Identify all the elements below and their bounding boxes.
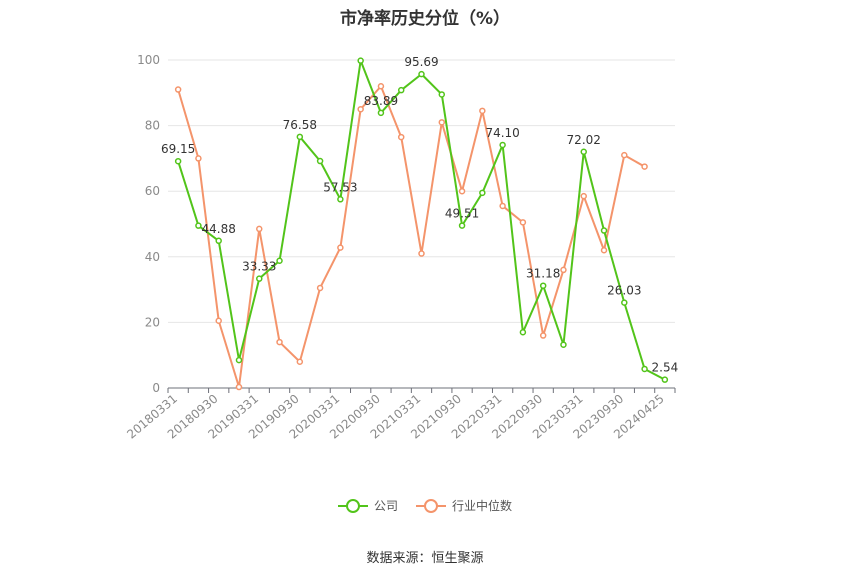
data-point-company xyxy=(276,257,283,264)
data-point-industry-median xyxy=(256,225,263,233)
data-point-company xyxy=(621,299,628,306)
data-label: 31.18 xyxy=(526,267,560,281)
data-point-industry-median xyxy=(458,187,466,195)
data-point-company xyxy=(397,86,405,94)
data-point-industry-median xyxy=(276,338,283,346)
data-label: 83.89 xyxy=(364,94,398,108)
data-point-company xyxy=(499,141,506,149)
data-point-industry-median xyxy=(580,192,587,200)
data-label: 69.15 xyxy=(161,142,195,156)
legend-swatch-industry-median xyxy=(416,498,446,513)
data-label: 76.58 xyxy=(283,118,317,132)
y-tick-label: 60 xyxy=(145,184,160,198)
data-point-company xyxy=(235,356,243,364)
data-point-industry-median xyxy=(174,86,182,93)
y-tick-label: 0 xyxy=(152,381,160,395)
data-source-note: 数据来源：恒生聚源 xyxy=(366,551,484,566)
data-point-industry-median xyxy=(357,105,364,113)
data-point-industry-median xyxy=(600,246,608,254)
data-label: 49.51 xyxy=(445,207,479,221)
data-point-industry-median xyxy=(560,266,567,274)
data-point-company xyxy=(458,222,466,229)
data-label: 95.69 xyxy=(404,55,438,69)
data-label: 74.10 xyxy=(485,126,519,140)
data-label: 44.88 xyxy=(202,222,236,236)
data-point-industry-median xyxy=(337,244,344,251)
data-point-company xyxy=(256,275,263,282)
data-point-company xyxy=(438,91,446,98)
data-point-industry-median xyxy=(621,151,628,159)
data-point-industry-median xyxy=(519,219,527,226)
data-point-company xyxy=(357,57,364,64)
y-tick-label: 100 xyxy=(137,53,160,67)
data-point-industry-median xyxy=(499,202,506,210)
data-point-company xyxy=(600,227,608,234)
legend-label-industry-median: 行业中位数 xyxy=(452,499,513,513)
data-point-industry-median xyxy=(397,133,405,141)
data-point-industry-median xyxy=(377,82,385,90)
data-label: 33.33 xyxy=(242,260,276,274)
data-point-company xyxy=(195,222,202,229)
data-point-industry-median xyxy=(296,358,304,366)
y-tick-label: 40 xyxy=(145,250,160,264)
chart-legend: 公司 行业中位数 xyxy=(0,497,850,514)
legend-swatch-company xyxy=(337,498,368,513)
legend-label-company: 公司 xyxy=(373,499,398,513)
data-point-industry-median xyxy=(438,119,446,126)
data-point-company xyxy=(560,341,567,348)
data-point-industry-median xyxy=(641,163,648,170)
data-point-company xyxy=(174,157,182,165)
data-point-company xyxy=(377,109,385,117)
data-label: 2.54 xyxy=(652,361,679,375)
data-point-company xyxy=(316,157,324,165)
data-point-company xyxy=(641,365,648,373)
data-point-company xyxy=(418,70,425,78)
data-point-company xyxy=(337,196,344,203)
data-point-company xyxy=(661,376,669,383)
data-point-company xyxy=(580,148,587,156)
data-point-industry-median xyxy=(539,332,547,339)
y-tick-label: 80 xyxy=(145,119,160,133)
y-tick-label: 20 xyxy=(145,315,160,329)
legend-item-industry-median[interactable]: 行业中位数 xyxy=(416,497,512,514)
data-point-company xyxy=(215,237,222,245)
data-label: 26.03 xyxy=(607,284,641,298)
series-line-industry-median xyxy=(177,85,646,389)
data-point-company xyxy=(296,133,304,141)
data-point-company xyxy=(519,328,527,336)
data-point-company xyxy=(479,189,486,197)
data-point-industry-median xyxy=(479,107,486,115)
data-point-industry-median xyxy=(235,383,243,391)
data-label: 57.53 xyxy=(323,180,357,194)
data-point-company xyxy=(539,282,547,289)
data-point-industry-median xyxy=(215,317,222,325)
data-point-industry-median xyxy=(195,155,202,162)
legend-item-company[interactable]: 公司 xyxy=(337,497,398,514)
data-point-industry-median xyxy=(316,284,324,292)
data-label: 72.02 xyxy=(567,133,601,147)
chart-title: 市净率历史分位（%） xyxy=(339,9,511,29)
data-point-industry-median xyxy=(418,250,425,257)
